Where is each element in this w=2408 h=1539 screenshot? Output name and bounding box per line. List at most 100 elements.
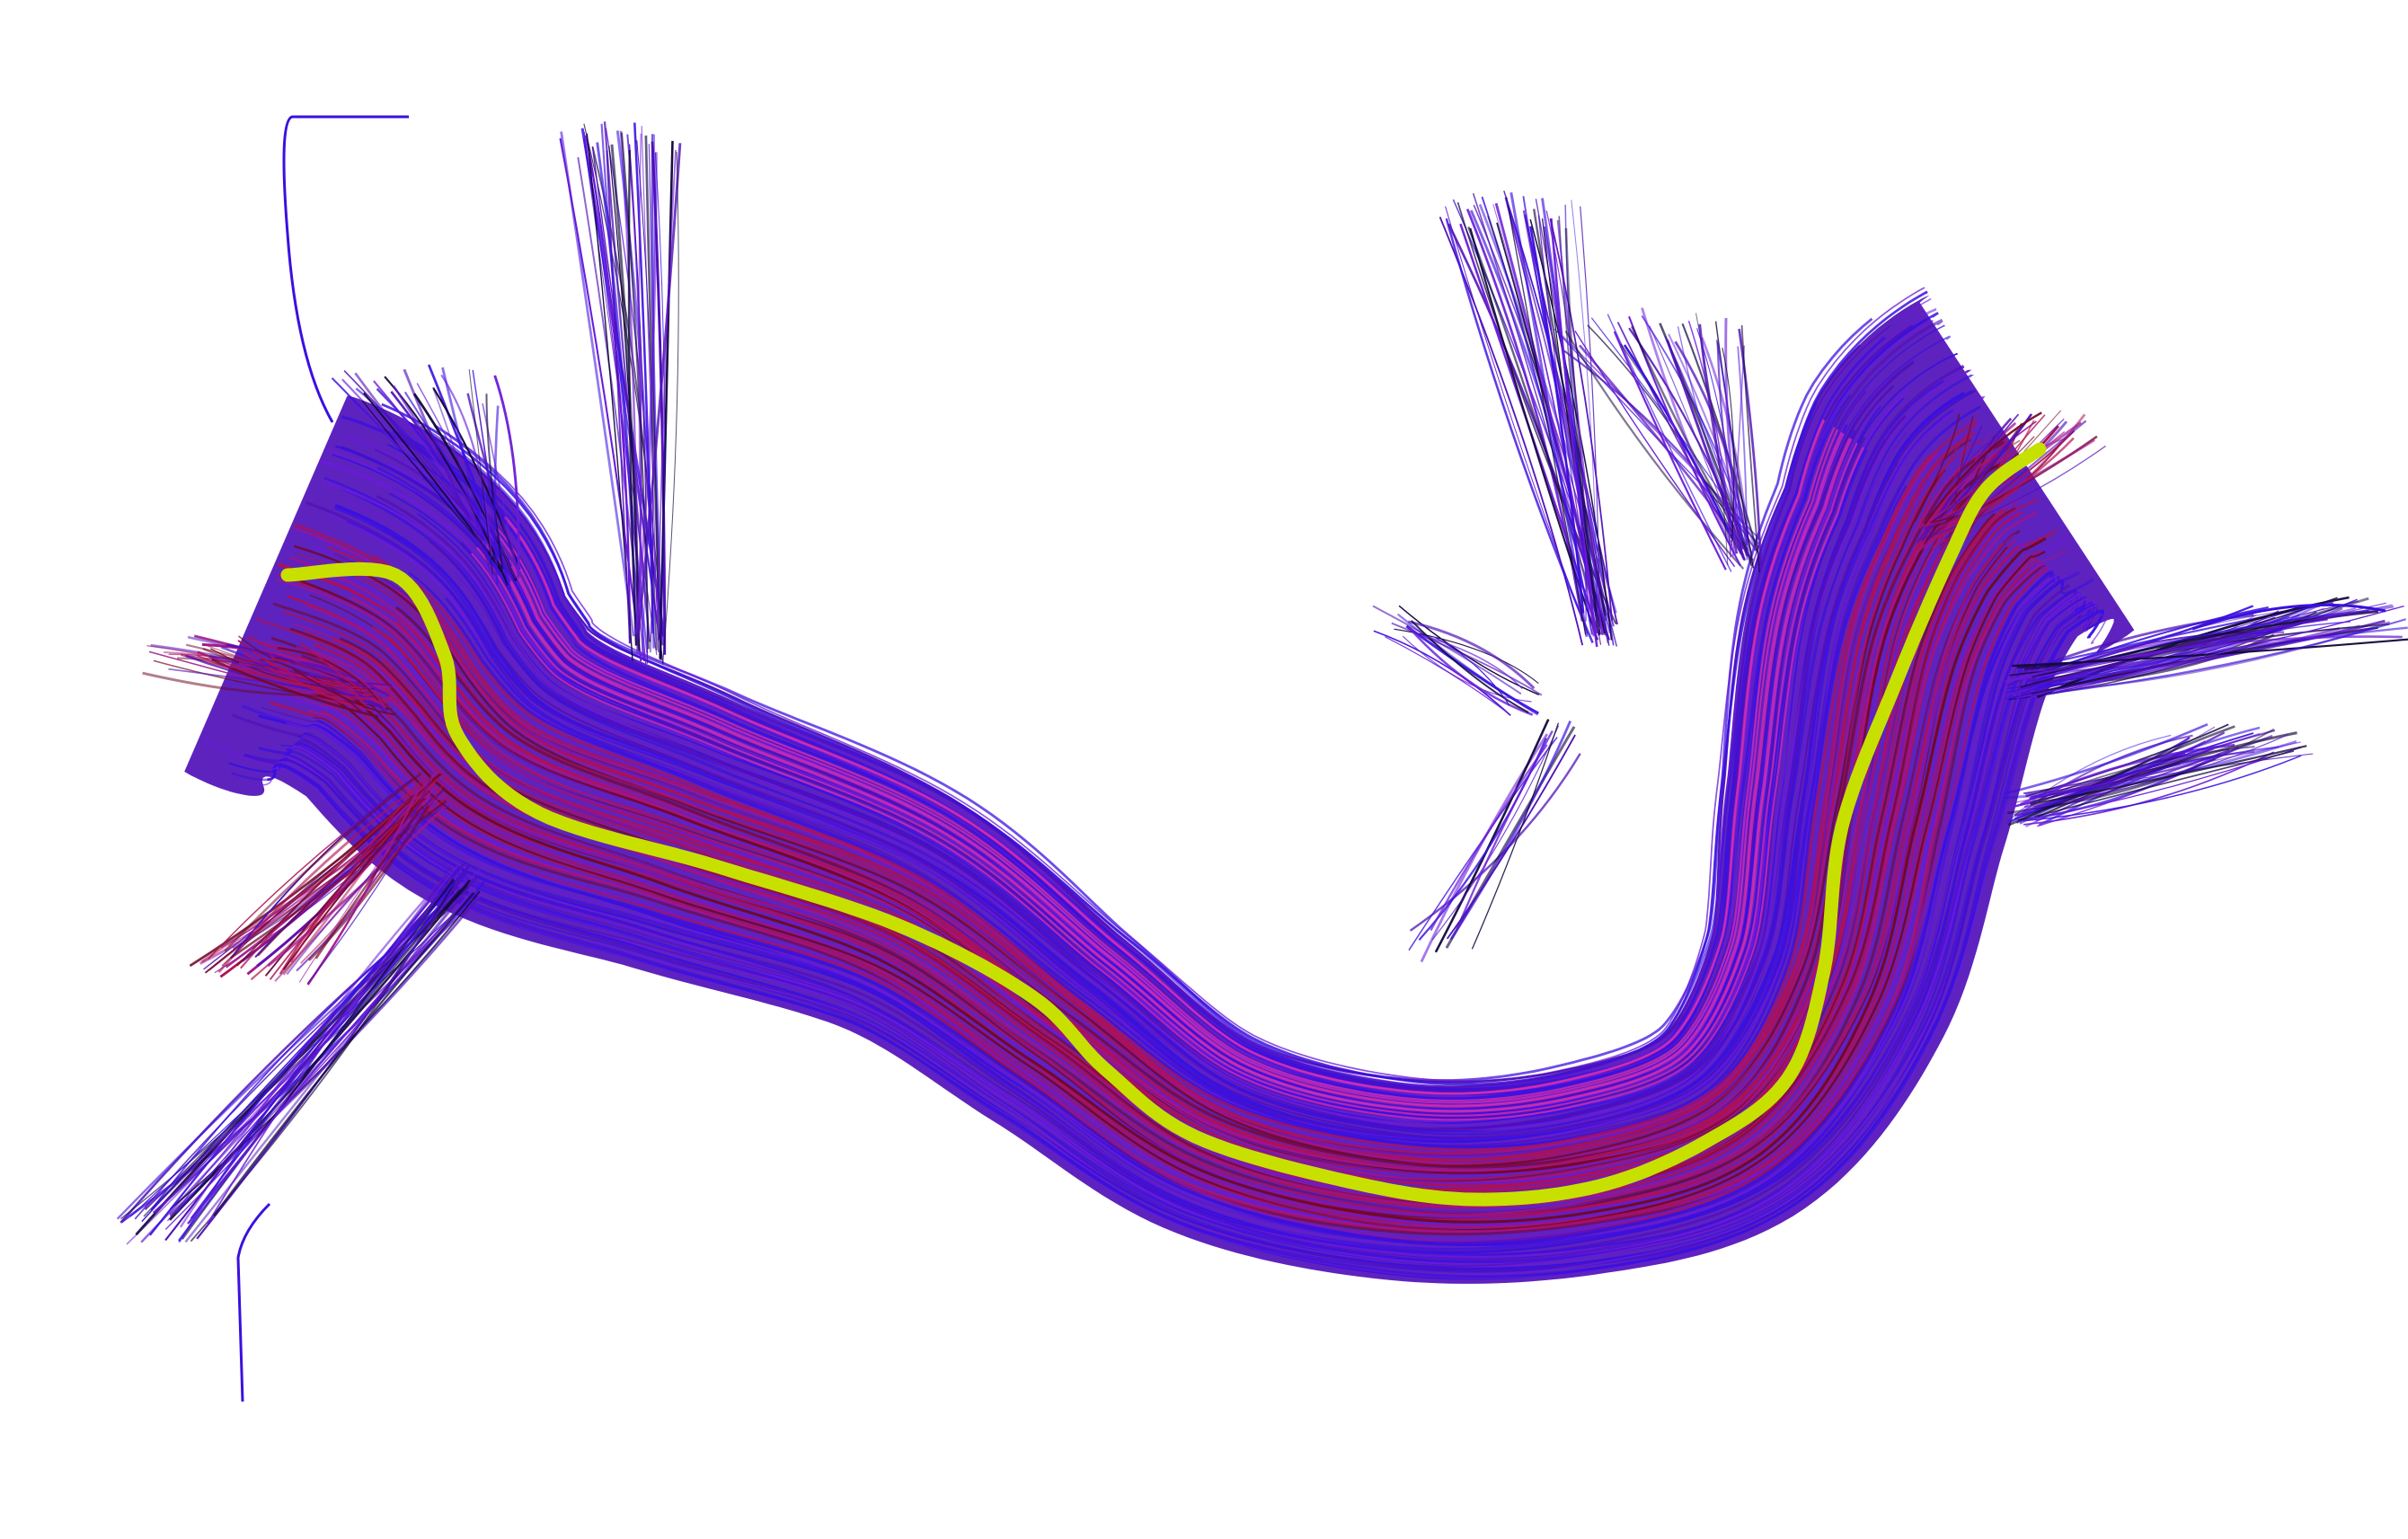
fiber-ending [293,659,385,698]
fiber-highlight [471,447,1864,1121]
fiber-ending [626,134,642,633]
fiber-ending [1920,445,2106,540]
fiber-ending [2020,606,2395,691]
fiber-ending [1556,220,1603,635]
fiber-ending [277,646,380,702]
fiber-ending [299,641,362,692]
fiber-ending [2005,618,2406,700]
fiber-ending [243,652,385,692]
fiber-bundle [204,287,2108,1280]
fiber-streamline [408,485,1908,1149]
fiber-ending [638,133,644,660]
fiber-ending [493,405,500,585]
fiber-streamline [394,366,1965,1127]
fiber-ending [1471,722,1560,950]
fiber-ending [289,778,424,963]
fiber-ending [1411,620,1529,713]
fiber-ending [2034,750,2295,818]
fiber-streamline [381,488,2018,1195]
fiber-streamline [249,613,2108,1279]
fiber-streamline [276,492,1970,1183]
fiber-ending [190,865,469,1219]
fiber-streamline [428,414,1907,1131]
fiber-streamline [346,418,1943,1141]
fiber-streamline [350,452,2014,1173]
stray-fiber [236,1202,271,1402]
fiber-ending [1936,413,2033,523]
fiber-ending [120,877,478,1224]
fiber-streamline [262,537,2047,1224]
fiber-ending [1535,199,1607,622]
fiber-streamline [271,609,2104,1278]
fiber-ending [1674,341,1748,546]
fiber-ending [482,402,518,573]
fiber-ending [179,869,451,1228]
fiber-ending [135,884,469,1236]
fiber-ending [1408,627,1534,716]
fiber-streamline [392,418,1824,1092]
fiber-ending [1431,725,1560,941]
fiber-ending [243,788,446,945]
fiber-ending [2015,606,2404,699]
fiber-ending [1439,217,1584,646]
fiber-highlight [489,431,1843,1107]
fiber-ending [184,884,470,1243]
fiber-ending [1737,346,1748,561]
fiber-ending [651,141,667,655]
fiber-highlight [492,429,1839,1104]
fiber-ending [149,882,453,1236]
fiber-ending [1373,630,1511,716]
fiber-ending [306,790,419,986]
fiber-streamline [294,454,1932,1154]
fiber-ending [1580,206,1600,635]
fiber-ending [249,665,364,713]
fiber-streamline [395,440,2005,1169]
fiber-ending [270,658,367,707]
fiber-ending [559,137,642,662]
fiber-streamline [307,563,2047,1233]
fiber-ending [1641,307,1736,554]
fiber-ending [250,633,363,711]
fiber-ending [1408,620,1536,690]
fiber-streamline [243,597,2088,1264]
fiber-streamline [323,396,1982,1141]
fiber-ending [292,668,396,716]
fiber-highlight [481,438,1853,1113]
fiber-ending [440,374,492,558]
fiber-ending [1923,411,2042,526]
fiber-ending [1529,226,1585,614]
fiber-ending [288,667,387,694]
fiber-highlight [504,419,1825,1094]
fiber-ending [468,368,493,575]
stray-fiber [282,115,409,423]
fiber-streamline [370,421,1975,1152]
fiber-ending [298,783,433,983]
fiber-streamline [284,591,2096,1259]
fiber-ending [267,646,387,708]
fiber-ending [2014,729,2276,817]
fiber-streamline [291,549,2067,1228]
fiber-ending [343,370,510,572]
fiber-ending [1687,320,1731,558]
fiber-ending [1564,227,1601,635]
fiber-streamline [378,297,1932,1089]
fiber-ending [1430,744,1548,932]
fiber-streamline [276,609,2103,1278]
fiber-ending [1564,330,1745,570]
fiber-ending [627,149,638,646]
fiber-ending [254,805,450,959]
fiber-ending [187,889,477,1225]
fiber-streamline [285,575,2058,1250]
fiber-ending [239,785,429,969]
stray-fiber [2191,603,2386,631]
fiber-ending [585,135,632,644]
fiber-ending [1446,734,1576,940]
fiber-ending [662,151,679,664]
fiber-ending [606,150,631,640]
fiber-ending [196,867,469,1240]
fiber-streamline [312,457,1946,1158]
fiber-streamline [258,576,2060,1247]
fiber-streamline [322,560,2041,1232]
fiber-ending [1716,341,1744,558]
fiber-streamline [428,432,1975,1162]
